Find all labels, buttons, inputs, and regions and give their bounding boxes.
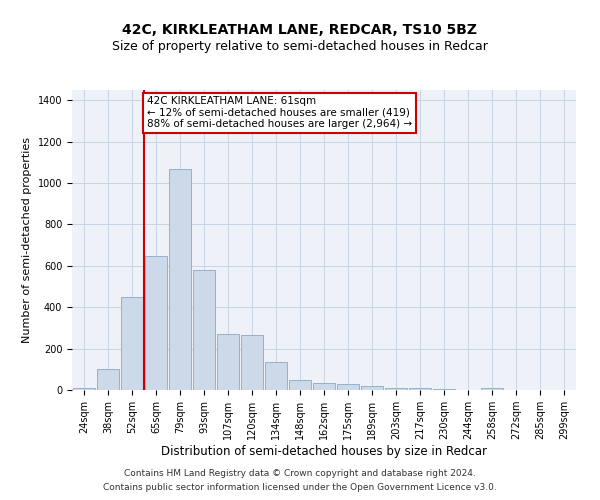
- Bar: [409, 388, 431, 390]
- Bar: [217, 334, 239, 390]
- Bar: [97, 370, 119, 390]
- Text: 42C, KIRKLEATHAM LANE, REDCAR, TS10 5BZ: 42C, KIRKLEATHAM LANE, REDCAR, TS10 5BZ: [122, 22, 478, 36]
- Bar: [385, 388, 407, 390]
- Text: Size of property relative to semi-detached houses in Redcar: Size of property relative to semi-detach…: [112, 40, 488, 53]
- Bar: [169, 168, 191, 390]
- Bar: [481, 388, 503, 390]
- Text: 42C KIRKLEATHAM LANE: 61sqm
← 12% of semi-detached houses are smaller (419)
88% : 42C KIRKLEATHAM LANE: 61sqm ← 12% of sem…: [147, 96, 412, 130]
- Bar: [241, 335, 263, 390]
- Bar: [361, 386, 383, 390]
- Bar: [433, 389, 455, 390]
- X-axis label: Distribution of semi-detached houses by size in Redcar: Distribution of semi-detached houses by …: [161, 445, 487, 458]
- Bar: [313, 383, 335, 390]
- Bar: [289, 380, 311, 390]
- Bar: [73, 388, 95, 390]
- Text: Contains HM Land Registry data © Crown copyright and database right 2024.: Contains HM Land Registry data © Crown c…: [124, 468, 476, 477]
- Y-axis label: Number of semi-detached properties: Number of semi-detached properties: [22, 137, 32, 343]
- Bar: [265, 362, 287, 390]
- Bar: [337, 384, 359, 390]
- Bar: [193, 270, 215, 390]
- Bar: [121, 297, 143, 390]
- Bar: [145, 256, 167, 390]
- Text: Contains public sector information licensed under the Open Government Licence v3: Contains public sector information licen…: [103, 484, 497, 492]
